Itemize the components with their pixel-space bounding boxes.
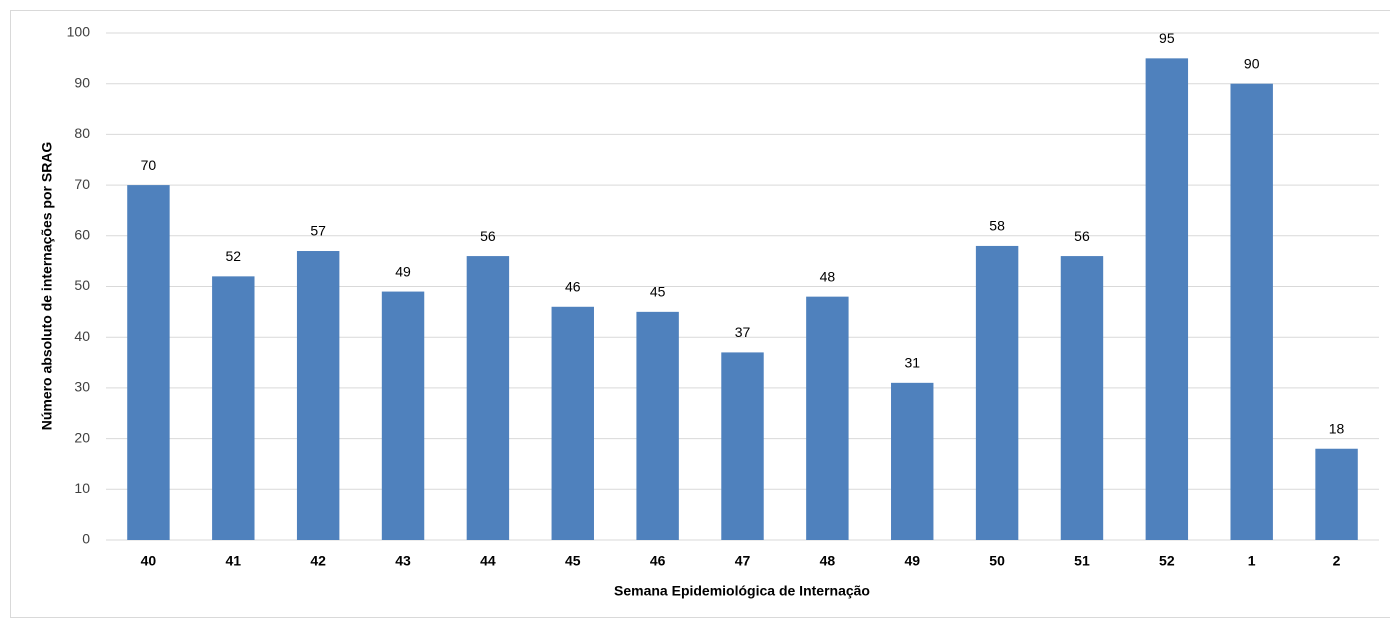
data-label: 70 <box>141 157 157 173</box>
bar <box>212 276 255 540</box>
bar <box>806 296 849 540</box>
x-tick-label: 40 <box>141 553 157 569</box>
x-tick-label: 51 <box>1074 553 1090 569</box>
bar <box>975 245 1019 540</box>
data-label: 37 <box>735 324 751 340</box>
y-tick-label: 100 <box>67 24 91 40</box>
x-tick-label: 47 <box>735 553 751 569</box>
data-label: 49 <box>395 263 411 279</box>
y-tick-label: 90 <box>74 74 90 90</box>
data-label: 56 <box>1074 228 1090 244</box>
x-tick-label: 41 <box>226 553 242 569</box>
y-tick-label: 80 <box>74 125 90 141</box>
x-tick-label: 2 <box>1333 553 1341 569</box>
bar <box>127 185 170 540</box>
bar <box>1315 448 1358 540</box>
bar <box>1230 83 1273 540</box>
x-tick-label: 45 <box>565 553 581 569</box>
data-label: 31 <box>904 355 920 371</box>
bar <box>466 256 510 540</box>
bar <box>721 352 764 540</box>
bar <box>381 291 425 540</box>
bar <box>636 311 679 540</box>
bar <box>551 306 594 540</box>
y-tick-label: 30 <box>74 379 90 395</box>
x-tick-label: 42 <box>310 553 326 569</box>
data-label: 18 <box>1329 420 1345 436</box>
x-tick-label: 49 <box>904 553 920 569</box>
data-label: 58 <box>989 218 1005 234</box>
bar <box>296 251 340 540</box>
bar <box>1145 58 1189 540</box>
x-tick-label: 44 <box>480 553 496 569</box>
x-axis-label: Semana Epidemiológica de Internação <box>614 583 870 599</box>
data-label: 48 <box>820 268 836 284</box>
y-tick-label: 0 <box>82 531 90 547</box>
data-label: 46 <box>565 278 581 294</box>
data-label: 52 <box>226 248 242 264</box>
bar <box>891 382 934 540</box>
data-label: 57 <box>310 223 326 239</box>
y-tick-label: 40 <box>74 328 90 344</box>
x-tick-label: 46 <box>650 553 666 569</box>
data-label: 95 <box>1159 30 1175 46</box>
x-tick-label: 1 <box>1248 553 1256 569</box>
x-tick-label: 43 <box>395 553 411 569</box>
y-tick-label: 20 <box>74 429 90 445</box>
x-tick-label: 48 <box>820 553 836 569</box>
data-label: 90 <box>1244 55 1260 71</box>
y-tick-label: 70 <box>74 176 90 192</box>
data-label: 56 <box>480 228 496 244</box>
y-tick-label: 10 <box>74 480 90 496</box>
y-tick-label: 60 <box>74 227 90 243</box>
bar <box>1060 256 1104 540</box>
y-axis-label: Número absoluto de internações por SRAG <box>39 142 55 431</box>
data-label: 45 <box>650 284 666 300</box>
x-tick-label: 52 <box>1159 553 1175 569</box>
x-tick-label: 50 <box>989 553 1005 569</box>
y-tick-label: 50 <box>74 277 90 293</box>
